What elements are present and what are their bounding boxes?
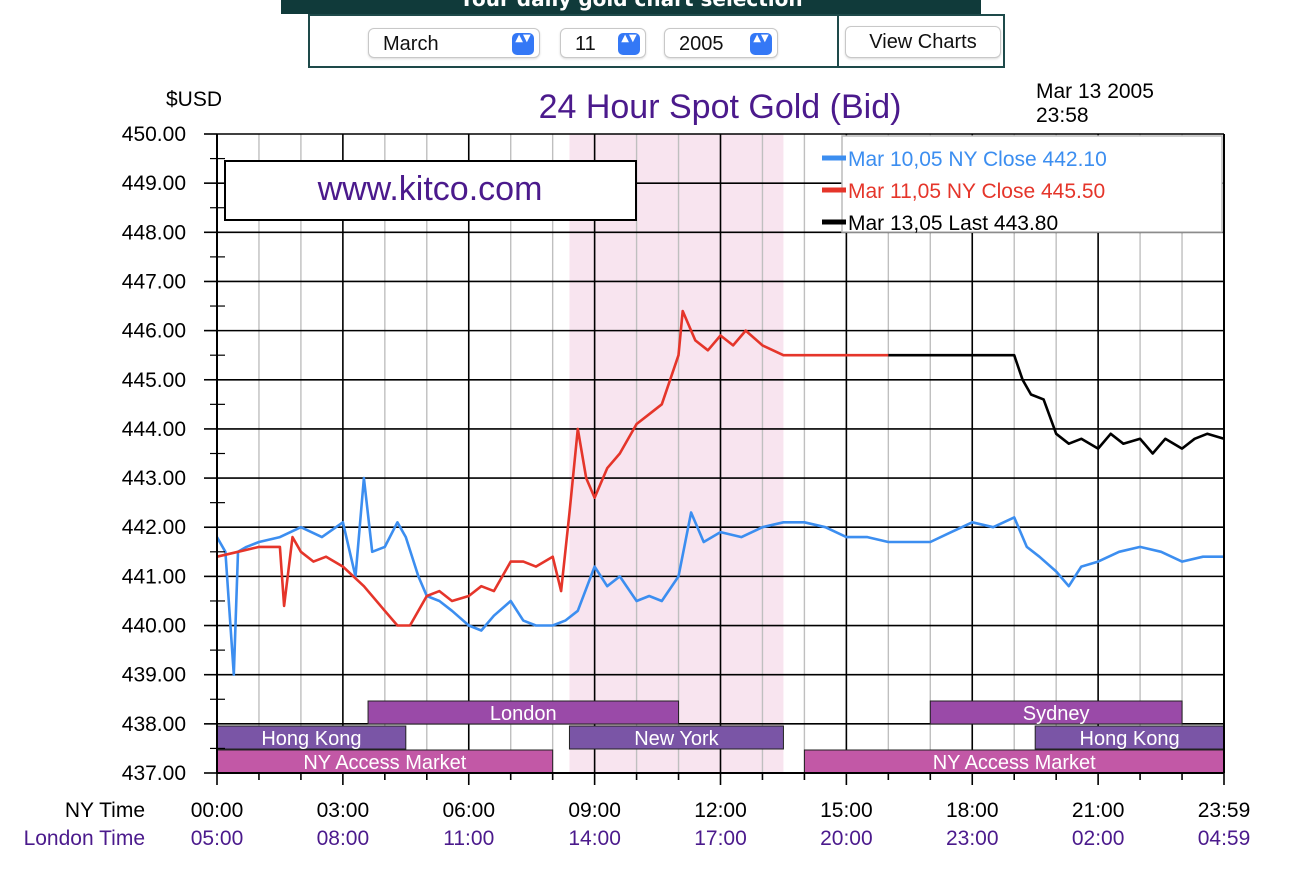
- highlight-band-layer: [569, 134, 784, 773]
- x-tick-label: 12:00: [694, 799, 747, 822]
- x-tick-label: 02:00: [1072, 827, 1125, 850]
- session-bar: [568, 725, 784, 750]
- session-label: Hong Kong: [1080, 728, 1180, 750]
- banner: Your daily gold chart selection: [281, 0, 981, 14]
- y-tick-label: 438.00: [122, 713, 186, 736]
- x-tick-label: 21:00: [1072, 799, 1125, 822]
- y-tick-label: 443.00: [122, 467, 186, 490]
- x-tick-label: 11:00: [443, 827, 494, 850]
- month-select[interactable]: March ▲▼: [368, 28, 540, 58]
- timestamp-time: 23:58: [1036, 104, 1089, 127]
- month-value: March: [383, 33, 439, 55]
- y-tick-label: 441.00: [122, 565, 186, 588]
- y-tick-label: 440.00: [122, 615, 186, 638]
- series-line-3: [888, 353, 1225, 455]
- y-axis-label: $USD: [166, 88, 222, 111]
- y-tick-label: 447.00: [122, 270, 186, 293]
- ny-time-label: NY Time: [65, 799, 145, 822]
- x-tick-label: 03:00: [317, 799, 370, 822]
- x-tick-label: 06:00: [442, 799, 495, 822]
- x-tick-label: 08:00: [317, 827, 370, 850]
- session-label: NY Access Market: [303, 752, 466, 774]
- legend-entry: Mar 11,05 NY Close 445.50: [848, 180, 1105, 203]
- y-tick-label: 448.00: [122, 221, 186, 244]
- y-tick-label: 445.00: [122, 369, 186, 392]
- year-value: 2005: [679, 33, 724, 55]
- chart-selection-form: March ▲▼ 11 ▲▼ 2005 ▲▼ View Charts: [308, 14, 1005, 68]
- series-line-1: [215, 476, 1224, 677]
- year-select[interactable]: 2005 ▲▼: [664, 28, 778, 58]
- legend-box: [841, 135, 1223, 233]
- x-tick-label: 04:59: [1198, 827, 1251, 850]
- sessions-layer: London Hong Kong New York NY Access Market S…: [216, 700, 1225, 774]
- timestamp-date: Mar 13 2005: [1036, 80, 1154, 103]
- view-charts-button[interactable]: View Charts: [845, 26, 1001, 58]
- x-tick-label: 14:00: [568, 827, 621, 850]
- x-tick-label: 23:00: [946, 827, 999, 850]
- session-bar: [929, 700, 1183, 725]
- x-tick-label: 23:59: [1198, 799, 1251, 822]
- x-tick-label: 17:00: [694, 827, 747, 850]
- chart-title: 24 Hour Spot Gold (Bid): [539, 88, 902, 126]
- y-tick-label: 442.00: [122, 516, 186, 539]
- session-label: Hong Kong: [261, 728, 361, 750]
- watermark-text: www.kitco.com: [317, 170, 543, 208]
- series-line-2: [216, 309, 889, 627]
- chevron-updown-icon: ▲▼: [618, 33, 640, 55]
- day-select[interactable]: 11 ▲▼: [560, 28, 646, 58]
- y-tick-label: 449.00: [122, 172, 186, 195]
- y-tick-label: 444.00: [122, 418, 186, 441]
- session-bar: [367, 700, 680, 725]
- x-tick-label: 05:00: [191, 827, 244, 850]
- ny-session-band: [569, 134, 784, 773]
- london-time-label: London Time: [24, 827, 145, 850]
- watermark-box: www.kitco.com: [224, 160, 637, 221]
- y-tick-label: 446.00: [122, 320, 186, 343]
- x-tick-label: 15:00: [820, 799, 873, 822]
- session-label: NY Access Market: [933, 752, 1096, 774]
- chevron-updown-icon: ▲▼: [750, 33, 772, 55]
- x-tick-label: 20:00: [820, 827, 873, 850]
- session-label: New York: [634, 728, 719, 750]
- x-tick-label: 18:00: [946, 799, 999, 822]
- legend-entry: Mar 13,05 Last 443.80: [848, 212, 1058, 235]
- legend-entry: Mar 10,05 NY Close 442.10: [848, 148, 1107, 171]
- form-divider: [837, 16, 839, 66]
- legend: Mar 10,05 NY Close 442.10 Mar 11,05 NY Cl…: [822, 135, 1223, 235]
- day-value: 11: [575, 33, 596, 55]
- session-label: Sydney: [1023, 703, 1090, 725]
- x-tick-label: 00:00: [191, 799, 244, 822]
- x-tick-label: 09:00: [568, 799, 621, 822]
- banner-title: Your daily gold chart selection: [281, 0, 981, 11]
- chevron-updown-icon: ▲▼: [512, 33, 534, 55]
- series-layer: [215, 309, 1225, 677]
- y-tick-label: 439.00: [122, 664, 186, 687]
- y-tick-label: 450.00: [122, 123, 186, 146]
- session-label: London: [490, 703, 557, 725]
- y-tick-label: 437.00: [122, 762, 186, 785]
- axes-layer: 450.00 449.00 448.00 447.00 446.00 445.00 444.…: [24, 123, 1251, 850]
